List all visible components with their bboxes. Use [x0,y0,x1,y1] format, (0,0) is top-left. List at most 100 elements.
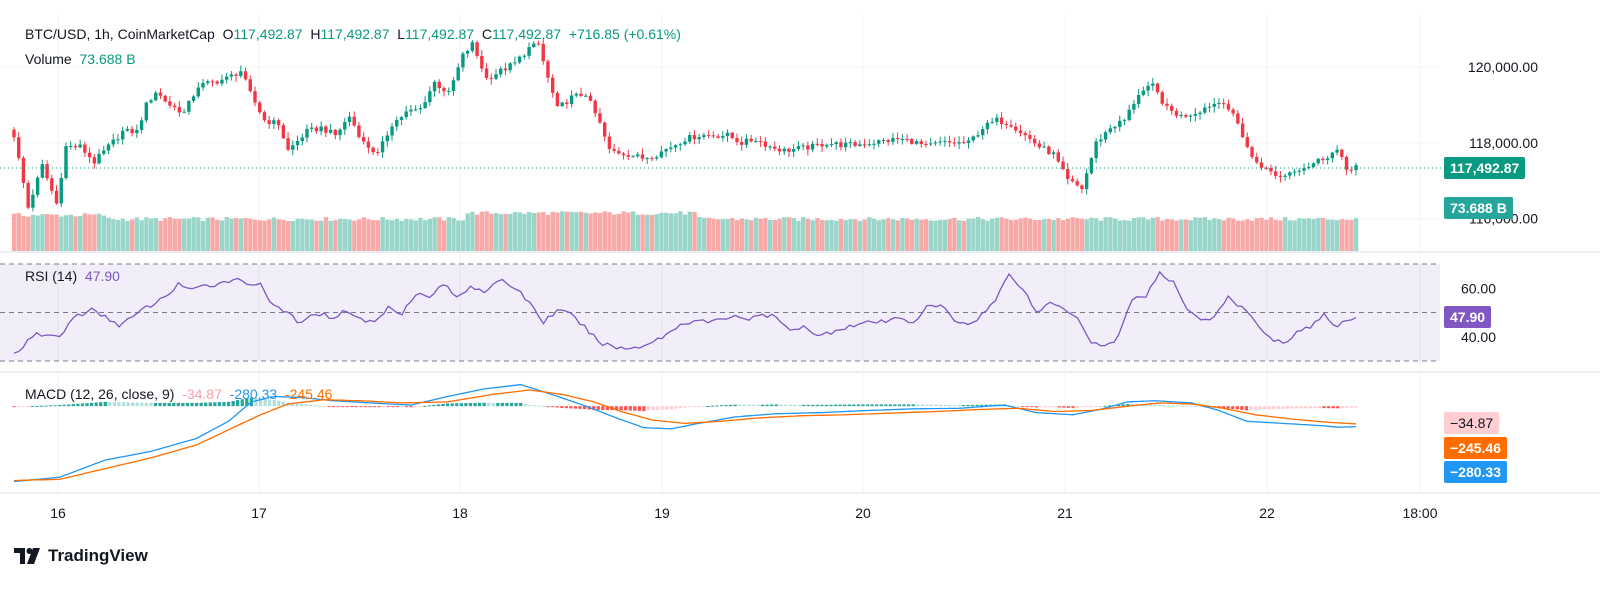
volume-bar [555,212,560,251]
macd-histogram-bar [341,406,345,408]
volume-bar [602,211,607,251]
volume-bar [1084,219,1089,251]
macd-histogram-bar [400,406,404,408]
symbol-title[interactable]: BTC/USD, 1h, CoinMarketCap [25,26,215,42]
candle-body [1179,115,1183,117]
volume-bar [45,213,50,251]
rsi-label[interactable]: RSI (14) [25,268,78,284]
candle-body [40,164,45,178]
candle-body [1032,138,1037,144]
high-value: 117,492.87 [320,26,390,42]
macd-histogram-bar [541,406,546,408]
volume-bar [96,213,102,251]
macd-histogram-bar [596,406,600,410]
candle-body [456,67,460,81]
volume-bar [380,217,385,251]
rsi-axis-tick: 40.00 [1461,329,1496,345]
volume-bar [484,211,489,251]
candle-body [716,136,720,138]
macd-histogram-bar [162,402,167,407]
candle-body [820,144,824,147]
macd-histogram-bar [1048,406,1052,408]
volume-bar [1316,217,1321,251]
candle-body [602,122,607,137]
macd-histogram-bar [651,406,655,411]
macd-histogram-bar [788,404,792,407]
macd-histogram-bar [368,406,372,408]
candle-body [130,128,134,134]
volume-bar [1150,217,1156,251]
candle-body [26,182,30,208]
candle-body [1108,128,1112,133]
candle-body [645,158,649,160]
candle-body [1245,137,1250,148]
candle-body [550,77,555,93]
macd-histogram-bar [564,406,568,409]
volume-bar [838,218,844,251]
high-label: H [310,26,321,42]
macd-label[interactable]: MACD (12, 26, close, 9) [25,386,175,402]
volume-bar [451,218,456,251]
volume-bar [545,214,551,251]
candle-body [787,148,791,152]
volume-bar [498,214,503,251]
macd-histogram-bar [131,402,135,407]
macd-histogram-bar [108,401,112,407]
macd-histogram-bar [1053,406,1057,408]
macd-histogram-bar [382,406,386,408]
volume-bar [219,220,225,251]
candle-body [1198,112,1202,115]
volume-bar [432,217,437,251]
candle-body [1004,124,1009,126]
macd-histogram-bar [756,404,760,407]
volume-bar [309,219,314,251]
volume-bar [1042,219,1047,251]
volume-bar [1174,220,1179,251]
tradingview-logo[interactable]: TradingView [14,546,148,566]
volume-bar [1179,219,1184,251]
volume-bar [1056,218,1061,251]
macd-histogram-bar [327,406,331,408]
macd-histogram-bar [491,402,495,407]
volume-bar [900,218,905,251]
candle-body [1335,149,1339,153]
candle-body [754,140,758,142]
macd-histogram-bar [272,399,276,407]
macd-histogram-bar [843,404,847,407]
volume-bar [645,214,650,251]
macd-histogram-bar [619,406,623,411]
macd-histogram-bar [514,402,518,407]
volume-label[interactable]: Volume [25,51,72,67]
volume-bar [493,213,499,251]
volume-bar [1353,218,1359,251]
candle-body [966,140,971,143]
candle-body [21,157,26,183]
volume-bar [597,212,603,251]
macd-histogram-bar [1331,406,1335,409]
volume-bar [1259,217,1264,251]
volume-bar [347,219,352,251]
volume-bar [1027,218,1033,251]
macd-histogram-bar [354,406,358,408]
candle-body [758,140,763,142]
volume-bar [1131,218,1137,251]
candle-body [900,139,905,141]
candle-body [1193,114,1198,116]
candle-body [229,74,234,77]
volume-bar [730,218,735,251]
macd-histogram-bar [957,405,961,407]
volume-bar [205,217,211,251]
volume-bar [767,219,773,251]
close-value: 117,492.87 [492,26,562,42]
macd-histogram-bar [934,404,938,407]
macd-histogram-bar [1199,406,1203,408]
volume-bar [446,217,451,251]
volume-bar [999,217,1004,251]
candle-body [702,135,706,138]
macd-histogram-bar [1158,405,1162,407]
macd-histogram-bar [267,399,272,407]
candle-body [976,135,980,137]
macd-histogram-bar [217,402,222,407]
volume-bar [1094,218,1099,251]
